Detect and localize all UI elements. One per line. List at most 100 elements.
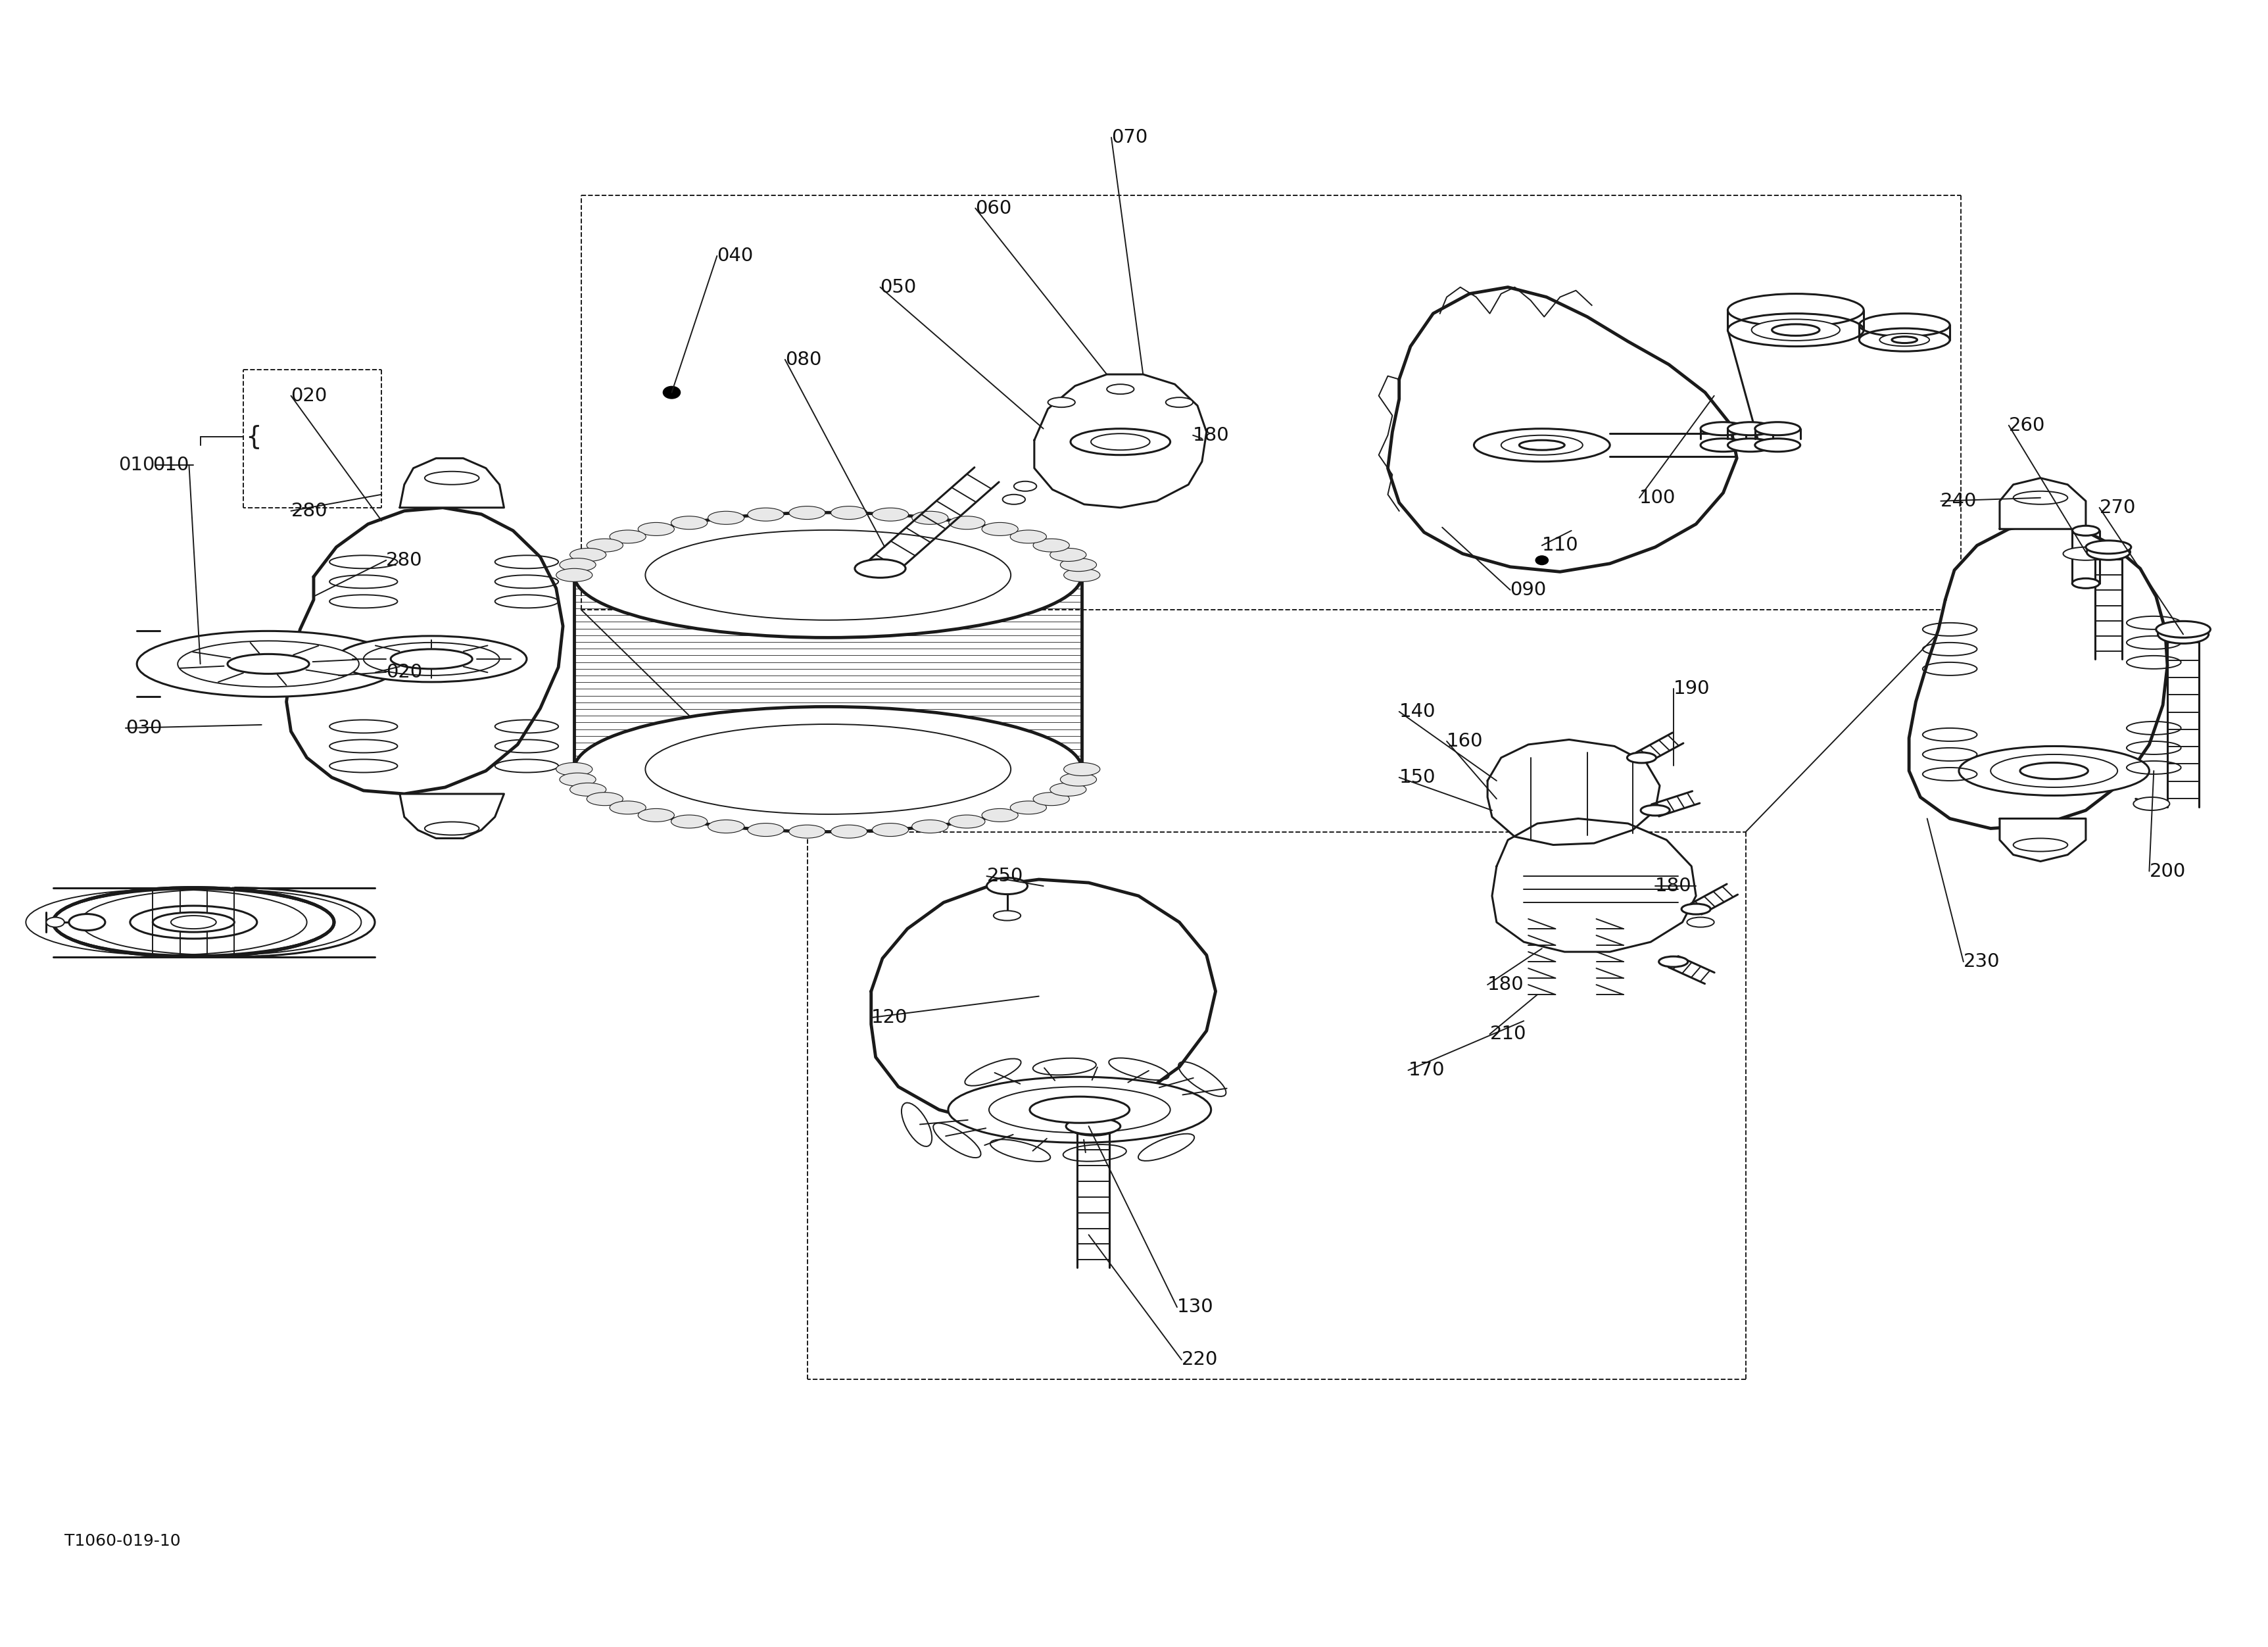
Ellipse shape [1719, 440, 1751, 450]
Ellipse shape [2087, 544, 2130, 560]
Ellipse shape [1728, 438, 1774, 451]
Ellipse shape [1066, 1118, 1120, 1135]
Ellipse shape [671, 815, 708, 828]
Ellipse shape [45, 917, 64, 927]
Ellipse shape [1755, 422, 1801, 435]
Ellipse shape [1059, 772, 1095, 786]
Ellipse shape [574, 512, 1082, 637]
Polygon shape [1034, 374, 1207, 507]
Ellipse shape [1880, 333, 1930, 346]
Ellipse shape [1068, 1117, 1118, 1135]
Polygon shape [2000, 478, 2087, 529]
Ellipse shape [2014, 491, 2068, 504]
Ellipse shape [424, 822, 479, 835]
Text: 260: 260 [2009, 417, 2046, 435]
Circle shape [665, 387, 678, 397]
Ellipse shape [560, 772, 596, 786]
Ellipse shape [1474, 428, 1610, 461]
Text: 120: 120 [871, 1008, 907, 1026]
Ellipse shape [948, 516, 984, 529]
Text: 180: 180 [1193, 427, 1229, 445]
Ellipse shape [1960, 746, 2150, 796]
Text: 230: 230 [1964, 952, 2000, 970]
Ellipse shape [637, 522, 674, 535]
Circle shape [1535, 555, 1549, 565]
Text: T1060-019-10: T1060-019-10 [64, 1533, 181, 1548]
Ellipse shape [708, 511, 744, 524]
Ellipse shape [1107, 384, 1134, 394]
Ellipse shape [574, 707, 1082, 832]
Ellipse shape [873, 823, 909, 837]
Text: 100: 100 [1640, 489, 1676, 507]
Text: 110: 110 [1542, 537, 1579, 555]
Text: {: { [245, 425, 261, 450]
Ellipse shape [363, 642, 499, 675]
Ellipse shape [1064, 568, 1100, 581]
Text: 160: 160 [1447, 731, 1483, 751]
Ellipse shape [569, 548, 606, 562]
Polygon shape [2000, 819, 2087, 861]
Ellipse shape [1658, 957, 1687, 967]
Ellipse shape [830, 506, 866, 519]
Ellipse shape [1640, 805, 1669, 815]
Text: 020: 020 [386, 664, 422, 682]
Ellipse shape [830, 825, 866, 838]
Text: 040: 040 [717, 247, 753, 265]
Ellipse shape [560, 558, 596, 572]
Polygon shape [1488, 740, 1660, 845]
Ellipse shape [789, 825, 826, 838]
Text: 170: 170 [1408, 1061, 1445, 1079]
Ellipse shape [1687, 917, 1715, 927]
Ellipse shape [1064, 763, 1100, 776]
Ellipse shape [1991, 754, 2118, 787]
Ellipse shape [987, 878, 1027, 894]
Ellipse shape [1860, 328, 1950, 351]
Ellipse shape [587, 539, 624, 552]
Ellipse shape [1070, 428, 1170, 455]
Ellipse shape [1520, 440, 1565, 450]
Ellipse shape [556, 763, 592, 776]
Ellipse shape [68, 914, 104, 931]
Polygon shape [871, 879, 1216, 1127]
Text: 010: 010 [118, 456, 154, 474]
Ellipse shape [1892, 336, 1916, 343]
Ellipse shape [948, 1077, 1211, 1143]
Ellipse shape [1681, 904, 1710, 914]
Ellipse shape [671, 516, 708, 529]
Ellipse shape [424, 471, 479, 484]
Text: 060: 060 [975, 199, 1012, 217]
Ellipse shape [646, 530, 1012, 619]
Ellipse shape [2134, 797, 2170, 810]
Ellipse shape [1728, 422, 1774, 435]
Ellipse shape [1501, 435, 1583, 455]
Ellipse shape [177, 641, 358, 687]
Text: 180: 180 [1488, 975, 1524, 993]
Ellipse shape [1771, 324, 1819, 336]
Text: 240: 240 [1941, 492, 1978, 511]
Ellipse shape [556, 568, 592, 581]
Text: 090: 090 [1510, 581, 1547, 600]
Text: 030: 030 [125, 718, 161, 738]
Ellipse shape [569, 782, 606, 796]
Ellipse shape [1059, 558, 1095, 572]
Ellipse shape [1166, 397, 1193, 407]
Ellipse shape [136, 631, 399, 697]
Text: 280: 280 [290, 502, 327, 520]
Ellipse shape [2157, 621, 2211, 637]
Ellipse shape [1009, 530, 1046, 544]
Ellipse shape [574, 707, 1082, 832]
Ellipse shape [982, 522, 1018, 535]
Polygon shape [286, 507, 562, 794]
Text: 080: 080 [785, 351, 821, 369]
Ellipse shape [610, 800, 646, 814]
Ellipse shape [170, 916, 215, 929]
Ellipse shape [1002, 494, 1025, 504]
Ellipse shape [708, 820, 744, 833]
Ellipse shape [637, 809, 674, 822]
Ellipse shape [129, 906, 256, 939]
Polygon shape [1492, 819, 1696, 952]
Ellipse shape [2073, 578, 2100, 588]
Ellipse shape [748, 507, 785, 520]
Ellipse shape [912, 511, 948, 524]
Text: 190: 190 [1674, 679, 1710, 698]
